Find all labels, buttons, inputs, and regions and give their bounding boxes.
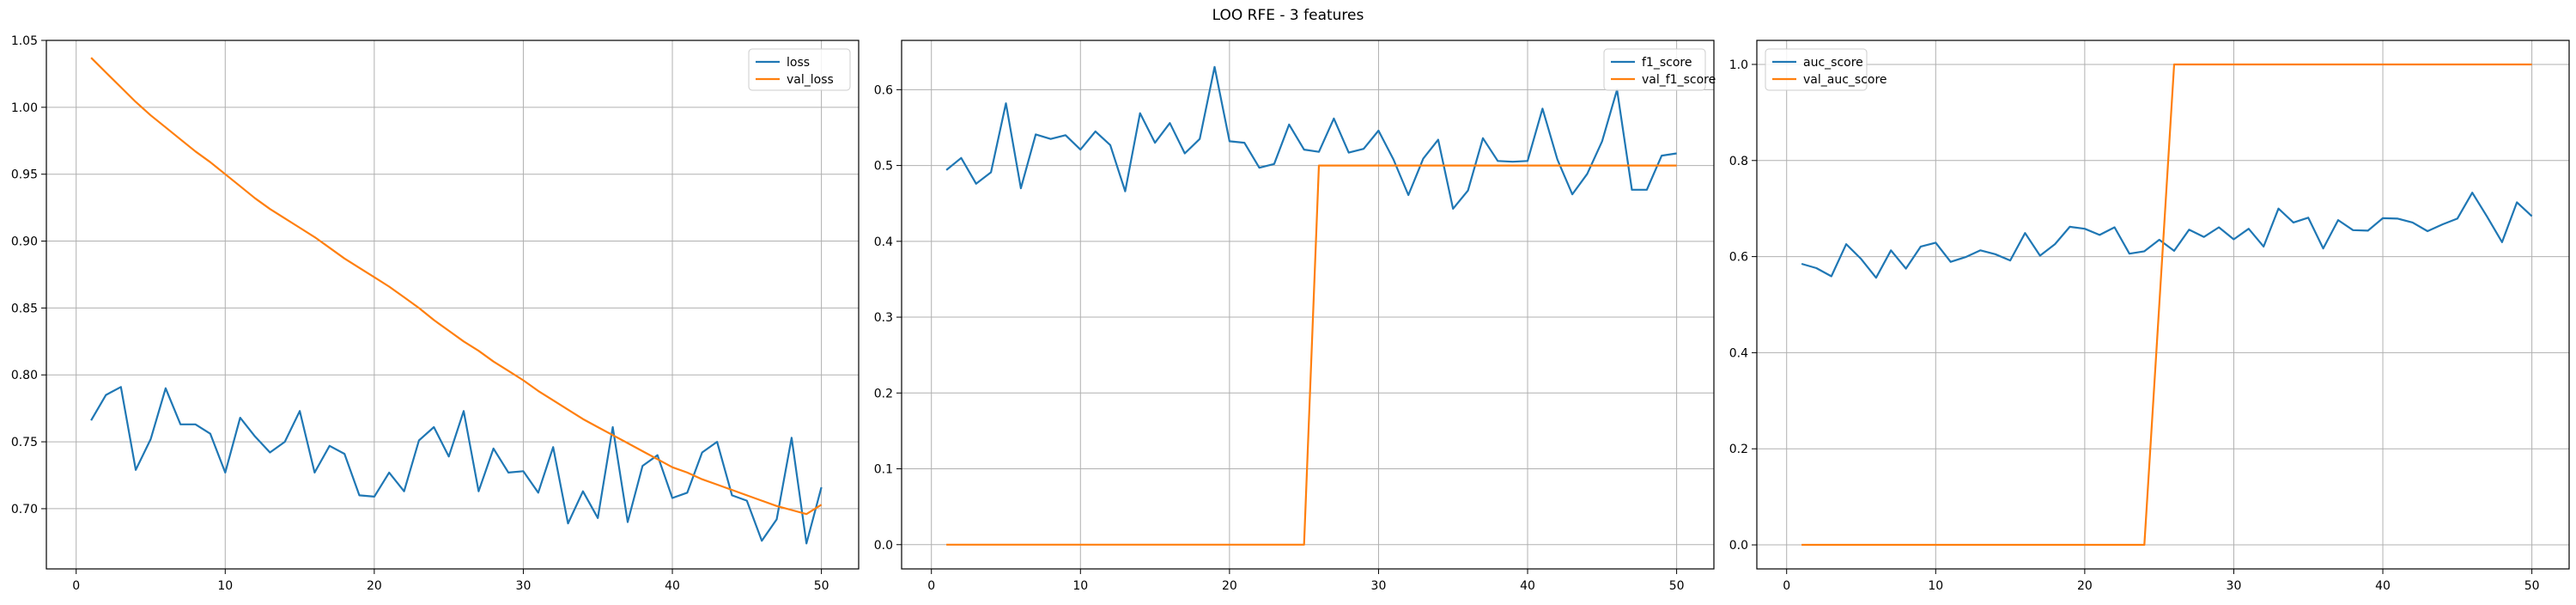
y-tick-label: 1.05	[11, 34, 38, 48]
axes-frame	[1756, 40, 2570, 570]
y-tick-label: 0.5	[874, 160, 893, 174]
legend-label-loss: loss	[787, 56, 810, 70]
legend: f1_score val_f1_score	[1603, 48, 1716, 91]
x-tick-label: 50	[1669, 579, 1685, 593]
x-tick-label: 40	[665, 579, 680, 593]
x-tick-label: 30	[1371, 579, 1387, 593]
y-tick-label: 0.8	[1729, 155, 1748, 168]
y-tick-label: 0.0	[1729, 539, 1748, 553]
legend-label-auc_score: auc_score	[1803, 56, 1863, 70]
axes-frame	[46, 40, 860, 570]
legend-label-f1_score: f1_score	[1642, 56, 1692, 70]
series-line-auc_score	[1801, 192, 2533, 279]
x-tick-label: 10	[1072, 579, 1088, 593]
y-tick-label: 0.80	[11, 369, 38, 382]
x-tick-label: 0	[72, 579, 80, 593]
legend-label-val_f1_score: val_f1_score	[1642, 73, 1716, 87]
subplot-1: 0 10 20 30 40 50 0.70 0.75 0.80 0.85 0.90 0.95 1.00 1…	[11, 34, 860, 593]
x-tick-label: 30	[516, 579, 532, 593]
series-line-loss	[90, 386, 823, 545]
y-tick-label: 1.00	[11, 101, 38, 115]
y-tick-label: 0.3	[874, 311, 893, 325]
legend-label-val_loss: val_loss	[787, 73, 834, 87]
legend-label-val_auc_score: val_auc_score	[1803, 73, 1887, 87]
x-tick-label: 20	[1222, 579, 1237, 593]
y-tick-label: 0.4	[874, 235, 893, 249]
x-tick-label: 20	[2077, 579, 2093, 593]
legend: auc_score val_auc_score	[1765, 48, 1887, 91]
series-line-f1_score	[945, 65, 1677, 210]
y-tick-label: 0.4	[1729, 346, 1748, 360]
x-tick-label: 40	[2375, 579, 2391, 593]
y-tick-label: 0.95	[11, 168, 38, 182]
subplot-3: 0 10 20 30 40 50 0.0 0.2 0.4 0.6 0.8 1.0 auc_scoreva…	[1729, 40, 2570, 593]
axes-frame	[901, 40, 1715, 570]
y-tick-label: 0.6	[1729, 251, 1748, 265]
subplot-2: 0 10 20 30 40 50 0.0 0.1 0.2 0.3 0.4 0.5 0.6 f1_score…	[874, 40, 1716, 593]
y-tick-label: 0.90	[11, 235, 38, 249]
x-tick-label: 20	[367, 579, 382, 593]
y-tick-label: 1.0	[1729, 58, 1748, 72]
x-tick-label: 30	[2227, 579, 2242, 593]
y-tick-label: 0.75	[11, 436, 38, 449]
y-tick-label: 0.0	[874, 539, 893, 553]
plot-area	[46, 40, 859, 569]
series-line-val_f1_score	[946, 164, 1677, 546]
x-tick-label: 50	[2524, 579, 2540, 593]
figure-title: LOO RFE - 3 features	[1212, 7, 1364, 24]
x-tick-label: 50	[814, 579, 829, 593]
x-tick-label: 10	[1928, 579, 1943, 593]
series-line-val_loss	[90, 57, 823, 516]
series-line-val_auc_score	[1801, 63, 2532, 547]
x-tick-label: 0	[927, 579, 935, 593]
y-tick-label: 0.6	[874, 83, 893, 97]
x-tick-label: 10	[217, 579, 233, 593]
x-tick-label: 0	[1783, 579, 1790, 593]
plot-area	[902, 40, 1714, 569]
x-tick-label: 40	[1520, 579, 1535, 593]
y-tick-label: 0.2	[874, 387, 893, 400]
legend: loss val_loss	[748, 48, 851, 91]
y-tick-label: 0.1	[874, 463, 893, 477]
y-tick-label: 0.85	[11, 302, 38, 315]
y-tick-label: 0.2	[1729, 443, 1748, 456]
y-tick-label: 0.70	[11, 503, 38, 516]
plot-area	[1757, 40, 2569, 569]
